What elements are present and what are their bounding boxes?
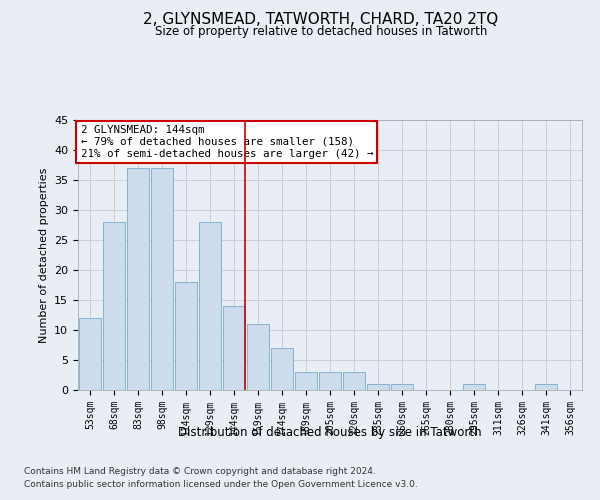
Bar — [391, 384, 413, 390]
Bar — [463, 384, 485, 390]
Bar — [343, 372, 365, 390]
Bar — [103, 222, 125, 390]
Text: Contains HM Land Registry data © Crown copyright and database right 2024.: Contains HM Land Registry data © Crown c… — [24, 467, 376, 476]
Bar — [535, 384, 557, 390]
Bar — [271, 348, 293, 390]
Bar — [247, 324, 269, 390]
Text: 2 GLYNSMEAD: 144sqm
← 79% of detached houses are smaller (158)
21% of semi-detac: 2 GLYNSMEAD: 144sqm ← 79% of detached ho… — [80, 126, 373, 158]
Y-axis label: Number of detached properties: Number of detached properties — [38, 168, 49, 342]
Text: Distribution of detached houses by size in Tatworth: Distribution of detached houses by size … — [178, 426, 482, 439]
Text: Size of property relative to detached houses in Tatworth: Size of property relative to detached ho… — [155, 25, 487, 38]
Bar — [175, 282, 197, 390]
Bar — [295, 372, 317, 390]
Bar — [79, 318, 101, 390]
Bar — [223, 306, 245, 390]
Bar — [367, 384, 389, 390]
Bar — [151, 168, 173, 390]
Bar — [199, 222, 221, 390]
Text: Contains public sector information licensed under the Open Government Licence v3: Contains public sector information licen… — [24, 480, 418, 489]
Text: 2, GLYNSMEAD, TATWORTH, CHARD, TA20 2TQ: 2, GLYNSMEAD, TATWORTH, CHARD, TA20 2TQ — [143, 12, 499, 28]
Bar — [319, 372, 341, 390]
Bar — [127, 168, 149, 390]
